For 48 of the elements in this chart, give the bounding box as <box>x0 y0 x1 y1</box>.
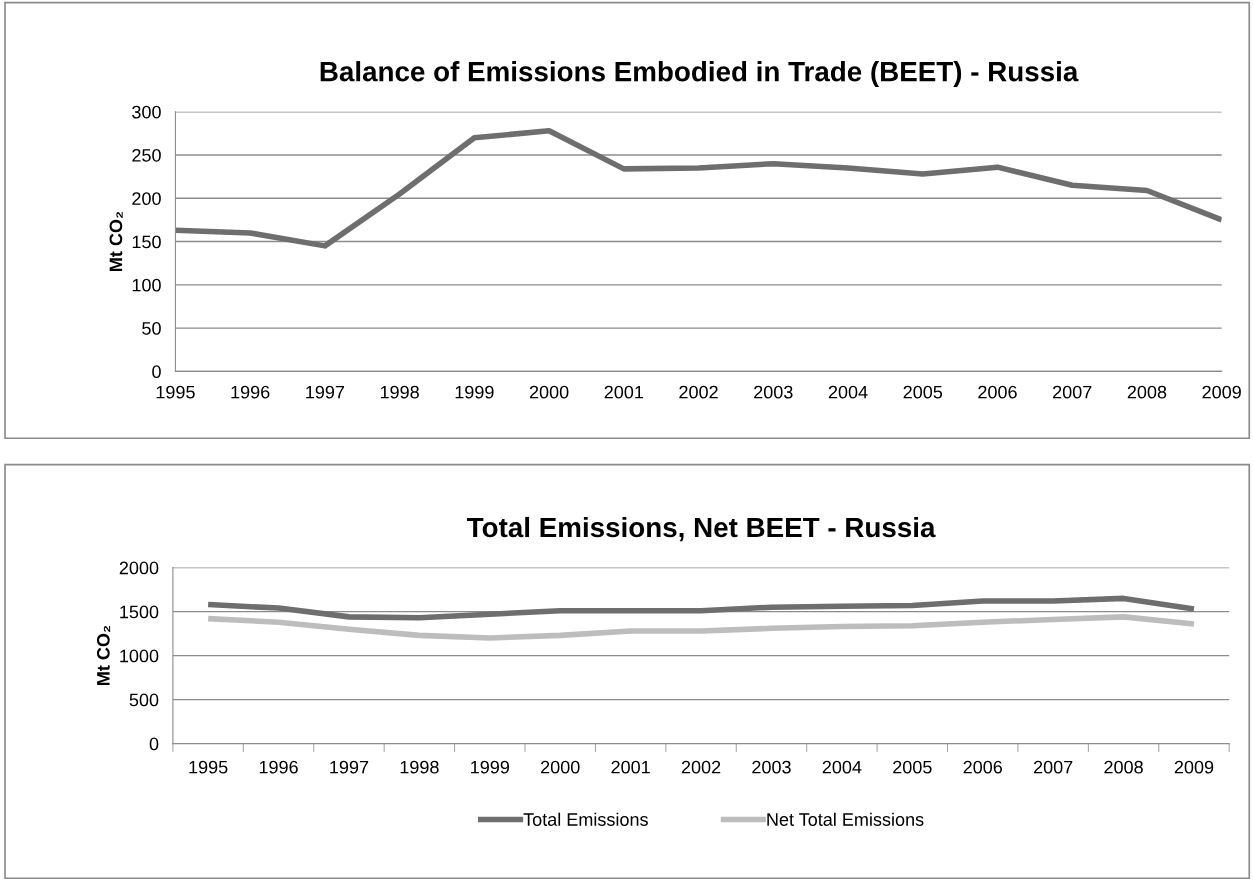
x-tick-label: 1998 <box>380 385 419 399</box>
x-tick-label: 2003 <box>752 760 791 774</box>
x-tick-label: 2004 <box>822 760 862 774</box>
x-tick-label: 2002 <box>681 760 721 774</box>
x-tick-label: 2004 <box>828 385 868 399</box>
x-tick-label: 1997 <box>330 760 369 774</box>
x-tick-label: 2008 <box>1104 760 1143 774</box>
y-tick-label: 150 <box>132 235 161 249</box>
x-tick-label: 1998 <box>400 760 439 774</box>
x-tick-label: 1996 <box>259 760 298 774</box>
y-tick-label: 300 <box>132 105 161 119</box>
legend-label: Net Total Emissions <box>767 812 924 826</box>
x-tick-label: 2001 <box>604 385 644 399</box>
x-tick-label: 2008 <box>1127 385 1167 399</box>
x-tick-label: 2001 <box>611 760 650 774</box>
x-tick-label: 2006 <box>963 760 1003 774</box>
y-tick-label: 2000 <box>119 561 159 575</box>
x-tick-label: 1999 <box>455 385 494 399</box>
x-tick-label: 2000 <box>529 385 569 399</box>
y-axis-title: Mt CO₂ <box>109 211 123 271</box>
x-tick-label: 1995 <box>189 760 228 774</box>
x-tick-label: 2005 <box>903 385 943 399</box>
x-tick-label: 2006 <box>978 385 1017 399</box>
x-tick-label: 2000 <box>541 760 580 774</box>
x-tick-label: 2003 <box>754 385 793 399</box>
x-tick-label: 2002 <box>679 385 718 399</box>
x-tick-label: 2007 <box>1053 385 1092 399</box>
x-tick-label: 2009 <box>1174 760 1214 774</box>
x-tick-label: 1999 <box>471 760 510 774</box>
y-tick-label: 100 <box>132 278 161 292</box>
y-axis-title: Mt CO₂ <box>96 625 111 685</box>
y-tick-label: 0 <box>152 365 161 379</box>
y-tick-label: 50 <box>142 322 161 335</box>
chart-title: Balance of Emissions Embodied in Trade (BEET) - Russia <box>320 61 1079 87</box>
x-tick-label: 1996 <box>231 385 270 399</box>
x-tick-label: 1995 <box>156 385 195 399</box>
legend-label: Total Emissions <box>523 812 648 826</box>
x-tick-label: 2009 <box>1202 385 1241 399</box>
chart-title: Total Emissions, Net BEET - Russia <box>467 516 936 542</box>
x-tick-label: 2007 <box>1033 760 1073 774</box>
y-tick-label: 1500 <box>120 605 159 619</box>
y-tick-label: 500 <box>129 693 159 707</box>
x-tick-label: 2005 <box>893 760 932 774</box>
y-tick-label: 0 <box>149 737 159 751</box>
x-tick-label: 1997 <box>306 385 345 399</box>
y-tick-label: 200 <box>132 192 161 206</box>
y-tick-label: 250 <box>132 148 161 162</box>
y-tick-label: 1000 <box>120 649 159 663</box>
